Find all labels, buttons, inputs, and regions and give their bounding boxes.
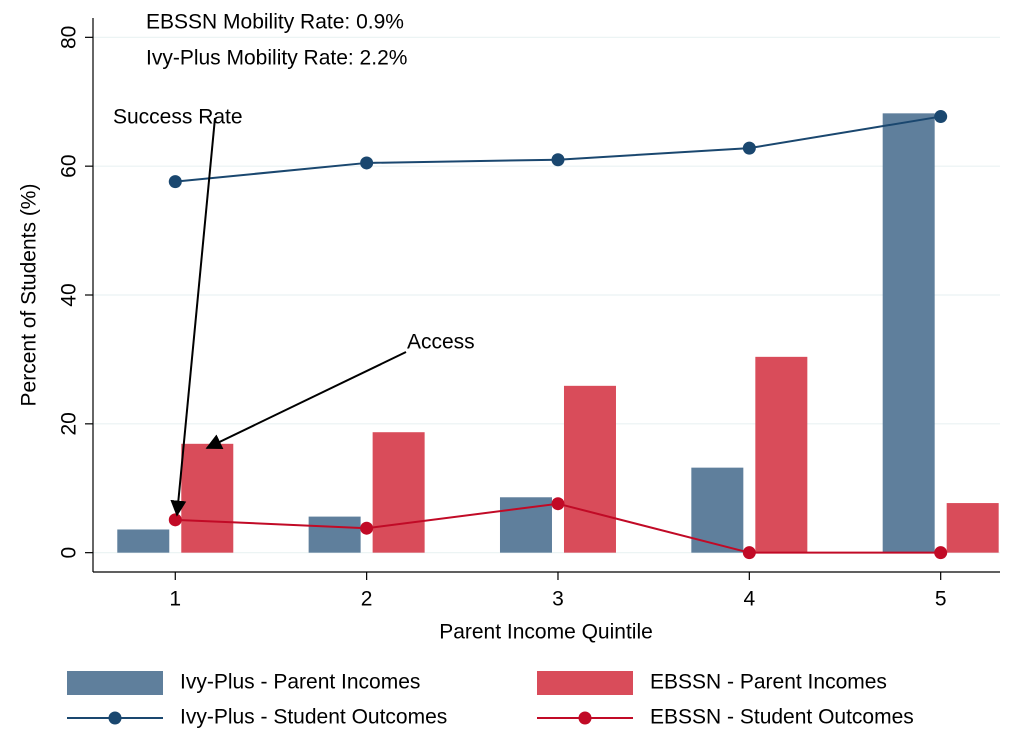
legend-swatch <box>578 711 592 725</box>
x-tick-label: 2 <box>361 588 373 611</box>
legend-label: EBSSN - Student Outcomes <box>650 706 914 729</box>
y-tick-label: 0 <box>58 547 81 559</box>
line <box>175 502 941 554</box>
grid: 0 20 40 60 80 1 2 3 4 5 <box>58 26 1000 611</box>
bar <box>691 467 744 553</box>
y-axis-label: Percent of Students (%) <box>18 184 41 407</box>
bar <box>181 443 234 553</box>
annotation: Access <box>407 331 475 354</box>
bar <box>117 529 170 553</box>
legend-swatch <box>537 671 633 695</box>
point <box>360 521 374 535</box>
legend-label: Ivy-Plus - Parent Incomes <box>180 671 420 694</box>
legend-label: EBSSN - Parent Incomes <box>650 671 887 694</box>
legend-swatch <box>108 711 122 725</box>
annotation: Ivy-Plus Mobility Rate: 2.2% <box>146 47 407 70</box>
x-tick-label: 1 <box>169 588 181 611</box>
bar <box>308 516 361 553</box>
point <box>742 546 756 560</box>
bar <box>882 113 935 553</box>
x-axis-label: Parent Income Quintile <box>439 621 653 644</box>
point <box>934 110 948 124</box>
x-tick-label: 5 <box>935 588 947 611</box>
y-tick-label: 80 <box>58 26 81 49</box>
legend-label: Ivy-Plus - Student Outcomes <box>180 706 447 729</box>
bar <box>946 503 999 553</box>
x-tick-label: 4 <box>743 588 755 611</box>
point <box>742 141 756 155</box>
y-tick-label: 60 <box>58 154 81 177</box>
point <box>934 546 948 560</box>
legend-swatch <box>67 671 163 695</box>
y-tick-label: 40 <box>58 283 81 306</box>
annotation-arrow <box>170 117 216 517</box>
point <box>168 175 182 189</box>
bar <box>563 385 616 553</box>
marks <box>117 110 999 560</box>
point <box>360 156 374 170</box>
x-tick-label: 3 <box>552 588 564 611</box>
y-tick-label: 20 <box>58 412 81 435</box>
annotation: Success Rate <box>113 106 243 129</box>
bar <box>755 356 808 553</box>
legend: Ivy-Plus - Parent Incomes EBSSN - Parent … <box>67 671 914 729</box>
annotation-arrow <box>205 351 407 449</box>
point <box>168 513 182 527</box>
annotation: EBSSN Mobility Rate: 0.9% <box>146 11 404 34</box>
point <box>551 153 565 167</box>
bar <box>372 432 425 553</box>
point <box>551 497 565 511</box>
line <box>175 115 941 183</box>
